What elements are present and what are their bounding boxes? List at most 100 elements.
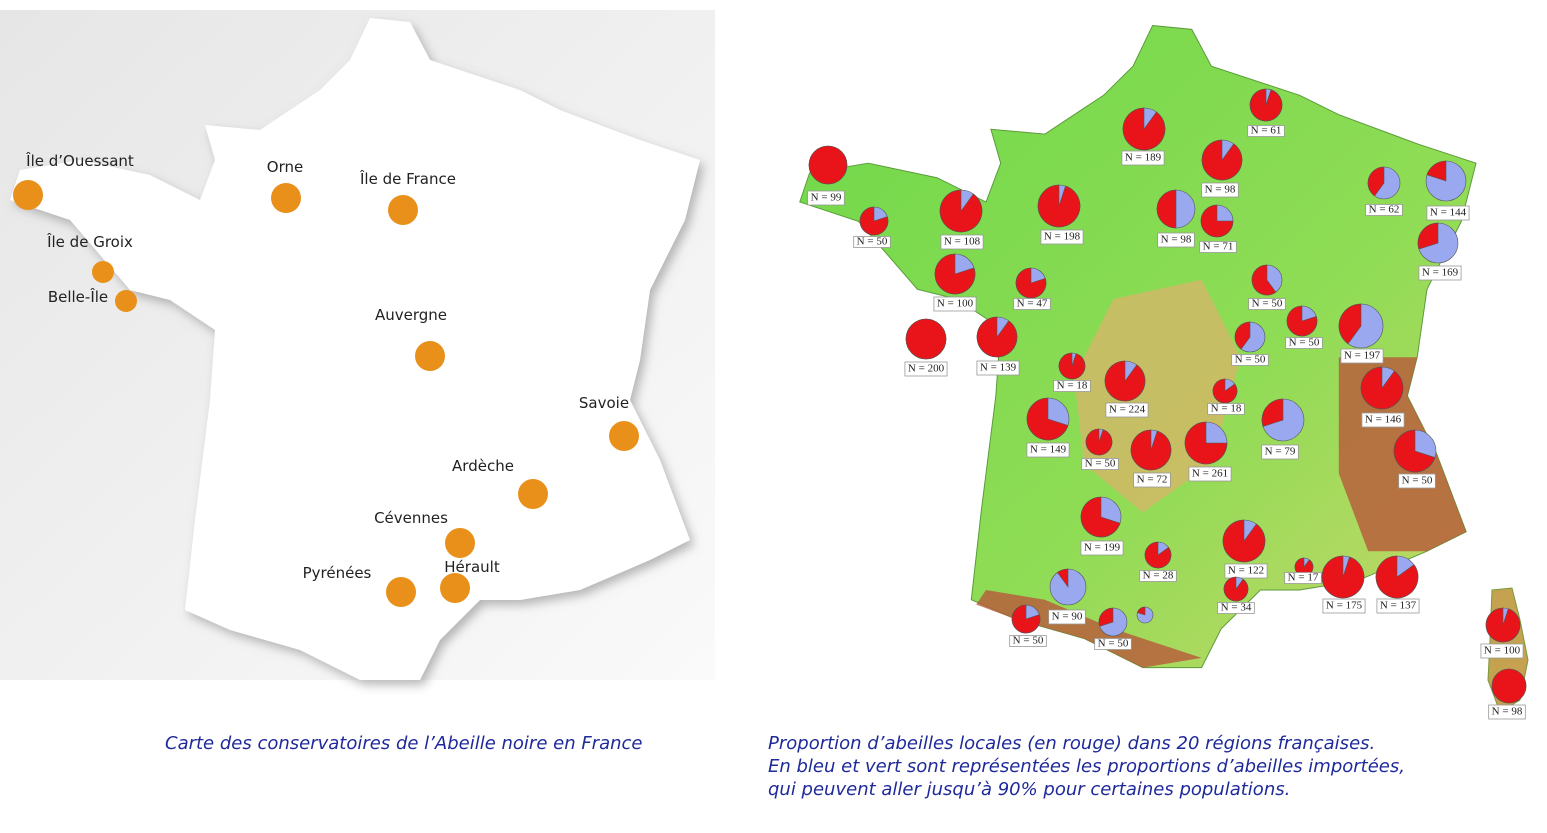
- sample-size: N = 71: [1203, 241, 1234, 253]
- sample-size: N = 50: [1402, 475, 1433, 487]
- local-share: [1212, 378, 1238, 404]
- sample-size-box: [1340, 348, 1384, 364]
- sample-size: N = 197: [1344, 350, 1381, 362]
- local-share: [1223, 576, 1249, 602]
- sample-size: N = 50: [1252, 298, 1283, 310]
- local-share: [905, 318, 947, 360]
- sample-size-box: [1048, 609, 1086, 625]
- sample-size: N = 139: [980, 362, 1017, 374]
- sample-size: N = 199: [1084, 542, 1121, 554]
- sample-size: N = 137: [1380, 600, 1417, 612]
- sample-size-box: [1040, 229, 1084, 245]
- sample-size: N = 17: [1288, 572, 1319, 584]
- local-share: [976, 316, 1018, 358]
- local-share: [1098, 607, 1114, 627]
- sample-size-box: [1285, 337, 1323, 349]
- local-share: [1122, 107, 1166, 151]
- sample-size: N = 100: [937, 298, 974, 310]
- sample-size-box: [976, 360, 1020, 376]
- local-share: [1234, 321, 1251, 350]
- sample-size: N = 149: [1030, 444, 1067, 456]
- local-share: [1144, 541, 1172, 569]
- sample-size: N = 61: [1251, 125, 1282, 137]
- local-share: [1251, 264, 1277, 296]
- sample-size-box: [1398, 473, 1436, 489]
- sample-size-box: [1261, 444, 1299, 460]
- local-share: [1184, 421, 1228, 465]
- local-share: [1360, 366, 1404, 410]
- sample-size-box: [1247, 125, 1285, 137]
- site-dot: [271, 183, 301, 213]
- sample-size-box: [1426, 205, 1470, 221]
- local-share: [808, 145, 848, 185]
- local-share: [1085, 428, 1113, 456]
- sample-size-box: [1361, 412, 1405, 428]
- sample-size-box: [1217, 602, 1255, 614]
- sample-size: N = 47: [1017, 298, 1048, 310]
- right-caption: Proportion d’abeilles locales (en rouge)…: [768, 733, 1375, 754]
- sample-size: N = 50: [1289, 337, 1320, 349]
- sample-size: N = 50: [1013, 635, 1044, 647]
- site-label: Hérault: [444, 558, 500, 576]
- sample-size-box: [1231, 354, 1269, 366]
- sample-size: N = 169: [1422, 267, 1459, 279]
- sample-size-box: [1133, 472, 1171, 488]
- sample-size-box: [807, 190, 845, 206]
- sample-size-box: [1207, 403, 1245, 415]
- sample-size: N = 98: [1492, 706, 1523, 718]
- sample-size-box: [1157, 232, 1195, 248]
- sample-size: N = 79: [1265, 446, 1296, 458]
- sample-size-box: [1013, 298, 1051, 310]
- sample-size: N = 18: [1057, 380, 1088, 392]
- site-dot: [440, 573, 470, 603]
- sample-size: N = 200: [908, 363, 945, 375]
- site-label: Île d’Ouessant: [25, 151, 134, 170]
- site-dot: [13, 180, 43, 210]
- sample-size-box: [1139, 570, 1177, 582]
- local-share: [1222, 519, 1266, 563]
- sample-size-box: [940, 234, 984, 250]
- local-share: [1156, 189, 1177, 229]
- site-label: Île de Groix: [46, 232, 133, 251]
- sample-size-box: [1081, 458, 1119, 470]
- local-share: [1130, 429, 1172, 471]
- sample-size-box: [1009, 635, 1047, 647]
- site-dot: [388, 195, 418, 225]
- local-share: [1491, 668, 1527, 704]
- sample-size: N = 108: [944, 236, 981, 248]
- sample-size: N = 90: [1052, 611, 1083, 623]
- sample-size: N = 62: [1369, 204, 1400, 216]
- sample-size: N = 50: [1235, 354, 1266, 366]
- sample-size: N = 98: [1161, 234, 1192, 246]
- sample-size: N = 146: [1365, 414, 1402, 426]
- sample-size: N = 28: [1143, 570, 1174, 582]
- local-share: [1201, 139, 1243, 181]
- local-share: [1485, 607, 1521, 643]
- sample-size-box: [1188, 466, 1232, 482]
- sample-size-box: [1026, 442, 1070, 458]
- sample-size-box: [1094, 638, 1132, 650]
- site-label: Pyrénées: [303, 564, 372, 582]
- local-share: [1417, 222, 1439, 250]
- local-share: [1286, 305, 1318, 337]
- site-label: Cévennes: [374, 509, 448, 527]
- sample-size-box: [1284, 572, 1322, 584]
- local-share: [1104, 360, 1146, 402]
- local-share: [1375, 555, 1419, 599]
- sample-size: N = 261: [1192, 468, 1228, 480]
- sample-size: N = 72: [1137, 474, 1168, 486]
- sample-size-box: [1248, 298, 1286, 310]
- sample-size-box: [1105, 402, 1149, 418]
- sample-size-box: [1053, 380, 1091, 392]
- local-share: [1015, 267, 1047, 299]
- right-caption: En bleu et vert sont représentées les pr…: [768, 756, 1405, 777]
- local-share: [1261, 398, 1284, 427]
- sample-size-box: [1322, 598, 1366, 614]
- sample-size: N = 18: [1211, 403, 1242, 415]
- local-share: [1426, 160, 1447, 182]
- sample-size-box: [1201, 182, 1239, 198]
- site-label: Savoie: [579, 394, 629, 412]
- site-dot: [92, 261, 114, 283]
- site-label: Orne: [267, 158, 303, 176]
- local-share: [1058, 352, 1086, 380]
